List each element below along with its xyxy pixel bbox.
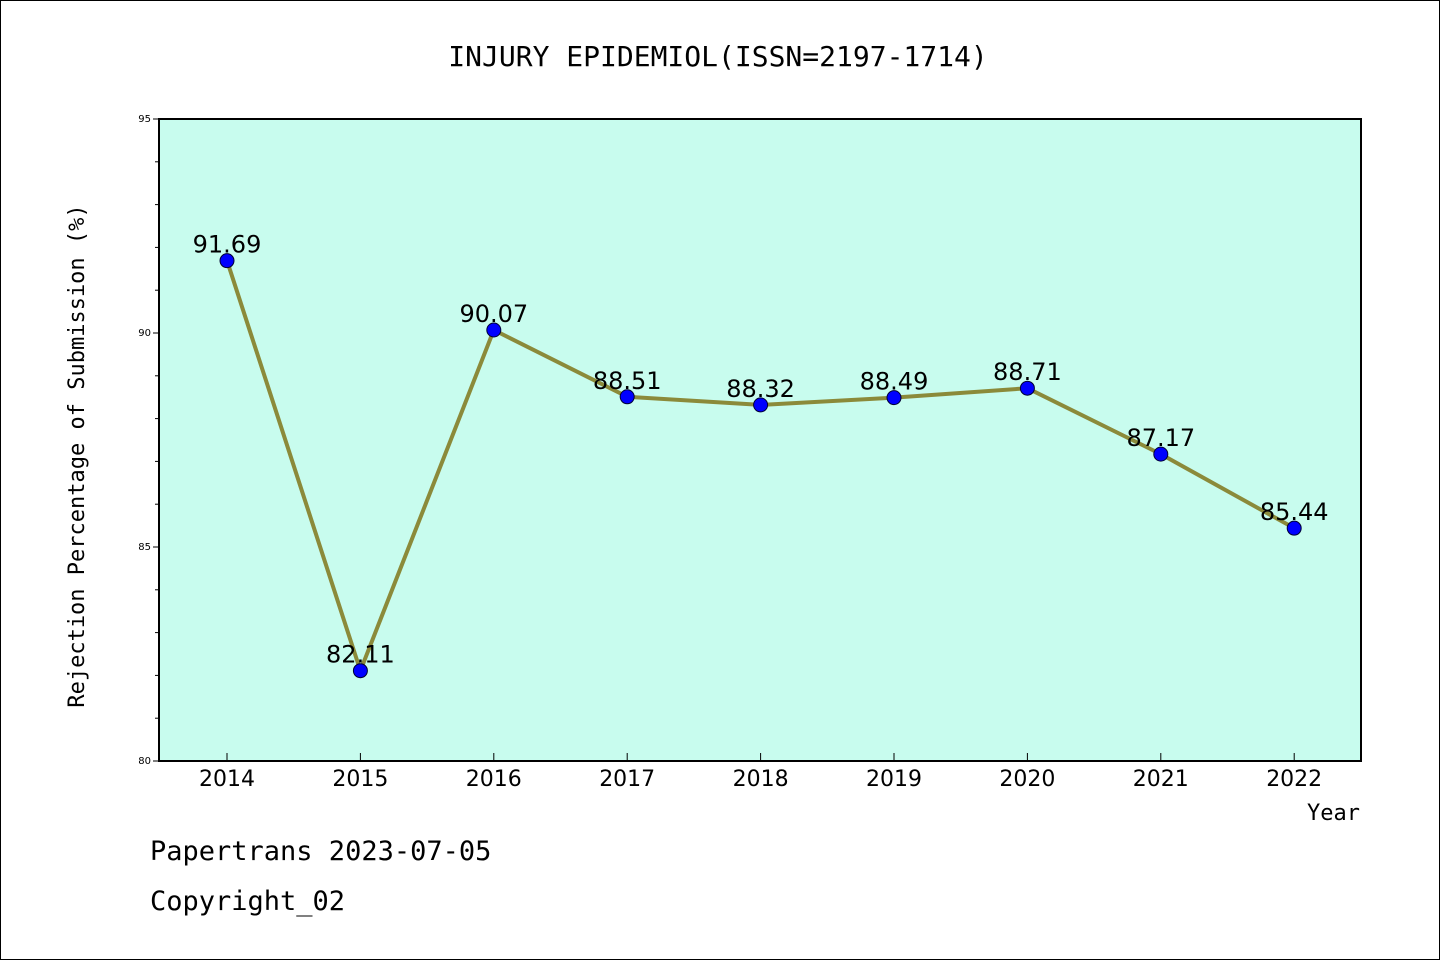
- y-axis-label: Rejection Percentage of Submission (%): [65, 204, 90, 707]
- x-tick-label: 2019: [866, 767, 922, 792]
- data-point: [1286, 520, 1302, 536]
- footer-credit: Papertrans 2023-07-05: [150, 836, 492, 867]
- x-tick-label: 2022: [1266, 767, 1322, 792]
- x-tick-label: 2016: [466, 767, 522, 792]
- data-point: [486, 322, 502, 338]
- footer-copyright: Copyright_02: [150, 886, 346, 917]
- y-tick-label: 90: [138, 328, 151, 339]
- x-tick-label: 2014: [199, 767, 255, 792]
- x-tick-label: 2018: [733, 767, 789, 792]
- data-label: 85.44: [1260, 498, 1329, 526]
- x-tick-label: 2020: [999, 767, 1055, 792]
- data-label: 88.32: [726, 375, 795, 403]
- y-tick-label: 80: [138, 756, 151, 767]
- data-label: 91.69: [193, 231, 262, 259]
- y-tick-label: 95: [138, 114, 151, 125]
- data-point: [352, 663, 368, 679]
- data-label: 90.07: [459, 300, 528, 328]
- data-label: 82.11: [326, 641, 395, 669]
- plot-area: [158, 118, 1362, 762]
- series: 91.69 82.11 90.07 88.51 88.32 88.49 88.71 87.17…: [193, 231, 1329, 679]
- data-point: [753, 397, 769, 413]
- data-point: [619, 389, 635, 405]
- data-point: [1019, 380, 1035, 396]
- data-label: 88.49: [860, 368, 929, 396]
- y-axis: 80 85 90 95: [138, 114, 159, 767]
- data-point: [219, 253, 235, 269]
- data-point: [886, 390, 902, 406]
- x-axis: 2014 2015 2016 2017 2018 2019 2020 2021 2022: [199, 753, 1322, 792]
- data-label: 88.71: [993, 358, 1062, 386]
- data-point: [1153, 446, 1169, 462]
- x-tick-label: 2015: [332, 767, 388, 792]
- data-label: 87.17: [1126, 424, 1195, 452]
- chart-title: INJURY EPIDEMIOL(ISSN=2197-1714): [448, 40, 987, 73]
- x-tick-label: 2021: [1133, 767, 1189, 792]
- data-label: 88.51: [593, 367, 662, 395]
- y-tick-label: 85: [138, 542, 151, 553]
- x-axis-label: Year: [1307, 801, 1360, 826]
- x-tick-label: 2017: [599, 767, 655, 792]
